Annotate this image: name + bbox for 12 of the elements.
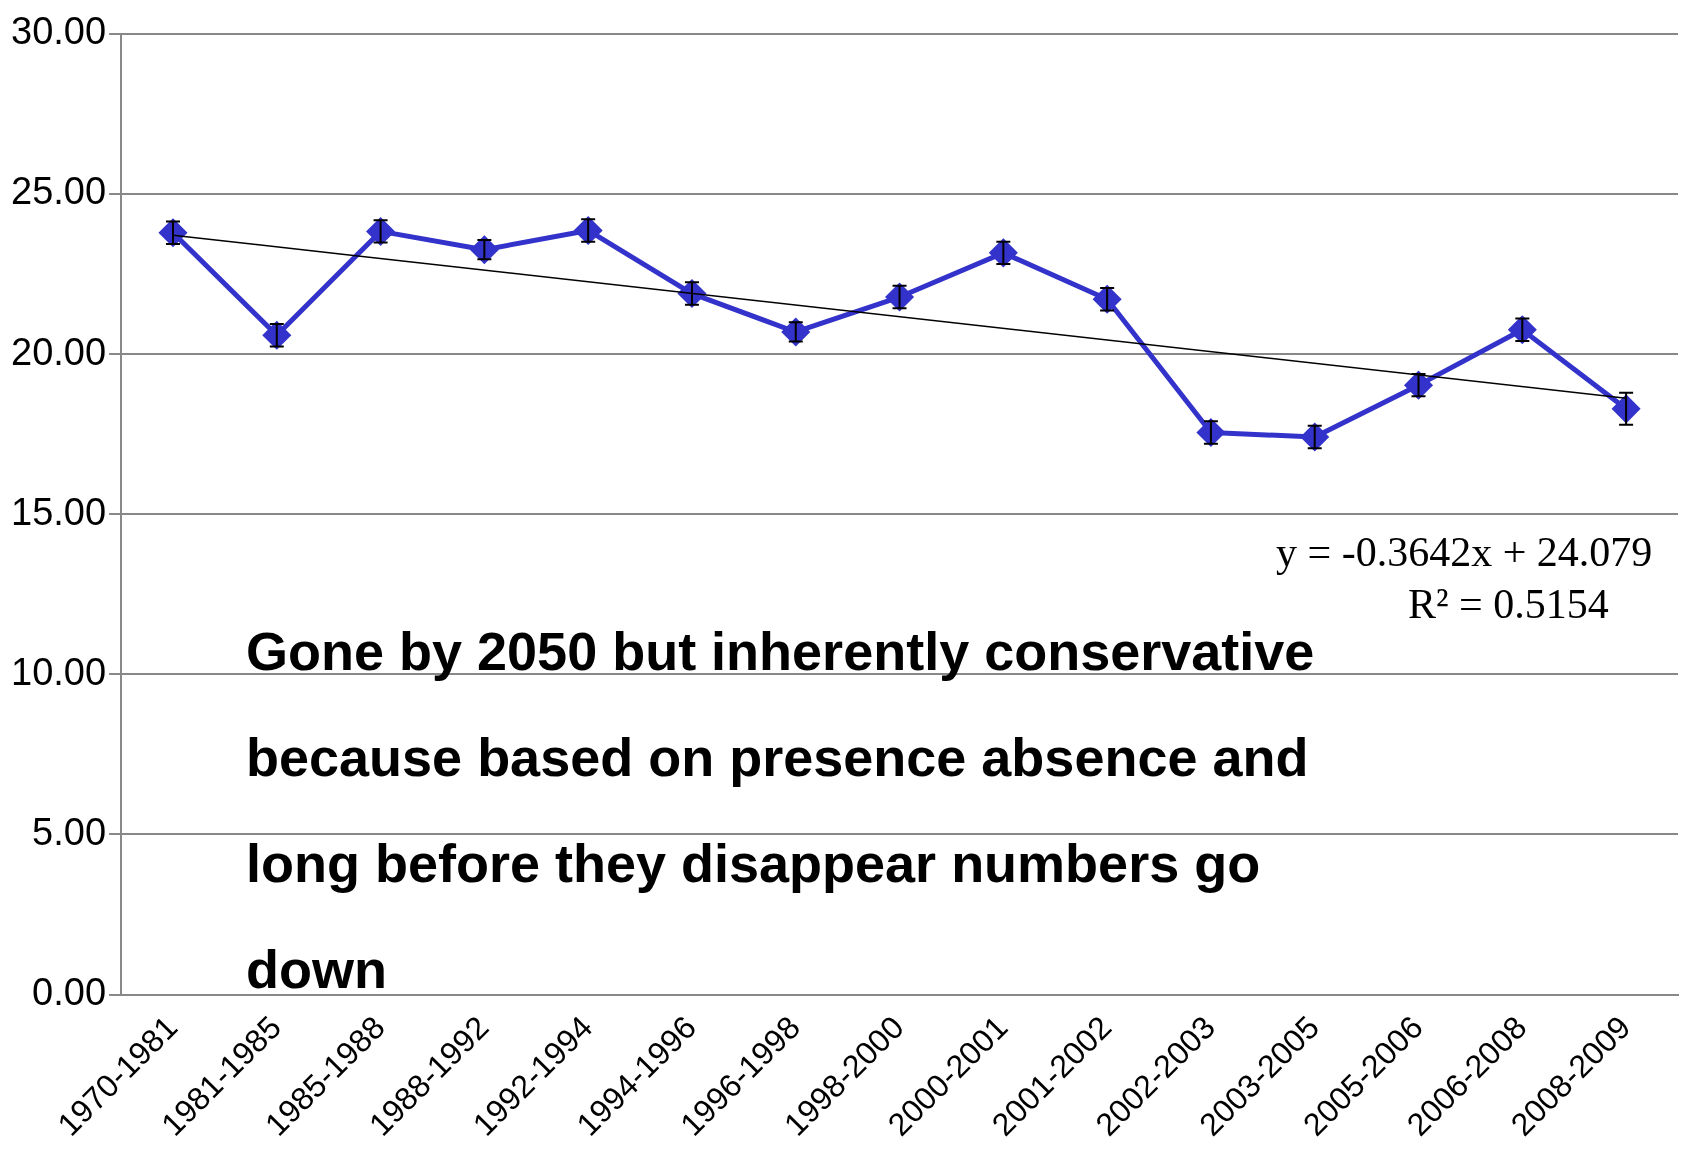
y-tick-label: 30.00 bbox=[11, 10, 107, 53]
y-tick-label: 25.00 bbox=[11, 170, 107, 213]
y-tick-label: 5.00 bbox=[32, 810, 107, 853]
point bbox=[782, 318, 810, 346]
point bbox=[470, 236, 498, 264]
y-tick-label: 15.00 bbox=[11, 490, 107, 533]
annotation: y = -0.3642x + 24.079 bbox=[1276, 528, 1653, 576]
annotation: Gone by 2050 but inherently conservative because based on presence absence and long before they disappear numbers go down bbox=[246, 621, 1315, 999]
annotation: R² = 0.5154 bbox=[1408, 580, 1609, 628]
y-tick-label: 10.00 bbox=[11, 650, 107, 693]
y-tick-label: 0.00 bbox=[32, 971, 107, 1014]
y-tick-label: 20.00 bbox=[11, 330, 107, 373]
